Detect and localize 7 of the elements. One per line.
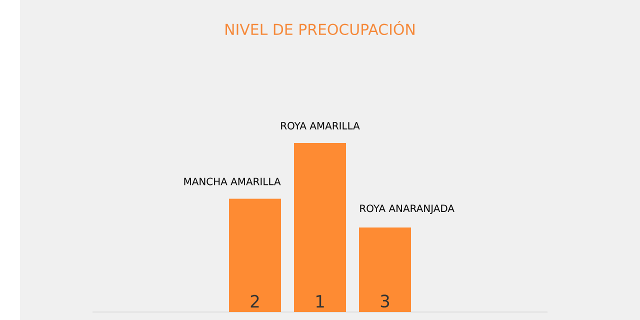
annotation: 1	[316, 295, 324, 308]
x-tick-label: ROYA AMARILLA	[281, 122, 360, 130]
annotation: 3	[380, 294, 390, 308]
annotation: 2	[250, 294, 259, 308]
x-tick-label: ROYA ANARANJADA	[360, 204, 454, 214]
chart-title: NIVEL DE PREOCUPACIÓN	[226, 20, 414, 36]
x-tick-label: MANCHA AMARILLA	[184, 178, 281, 186]
